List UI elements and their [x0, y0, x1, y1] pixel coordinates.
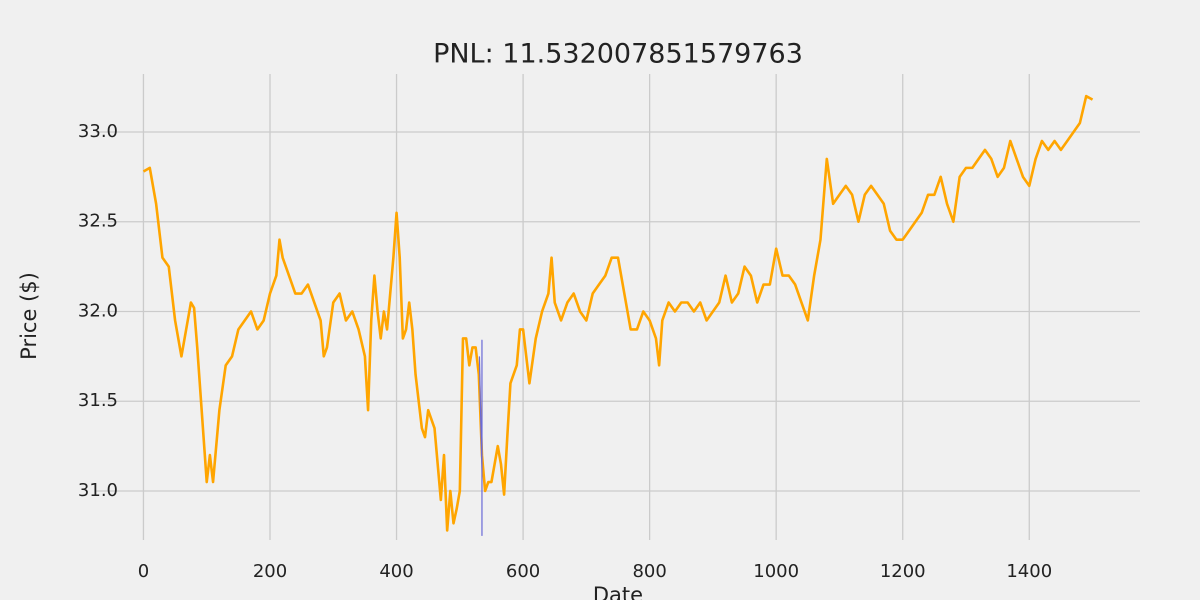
- x-tick-label: 200: [253, 561, 287, 582]
- x-tick-label: 1000: [753, 561, 799, 582]
- y-axis-label: Price ($): [17, 272, 41, 360]
- x-tick-label: 1200: [880, 561, 926, 582]
- data-line: [478, 339, 483, 536]
- y-tick-label: 31.0: [78, 480, 118, 501]
- chart-title: PNL: 11.532007851579763: [433, 39, 803, 70]
- x-tick-label: 1400: [1006, 561, 1052, 582]
- y-tick-label: 32.5: [78, 211, 118, 232]
- x-tick-label: 800: [632, 561, 666, 582]
- y-tick-label: 33.0: [78, 121, 118, 142]
- x-tick-label: 600: [506, 561, 540, 582]
- y-tick-label: 31.5: [78, 390, 118, 411]
- x-axis-label: Date: [593, 583, 643, 600]
- x-tick-label: 0: [138, 561, 149, 582]
- x-tick-label: 400: [379, 561, 413, 582]
- data-line: [142, 94, 1094, 532]
- y-tick-label: 32.0: [78, 300, 118, 321]
